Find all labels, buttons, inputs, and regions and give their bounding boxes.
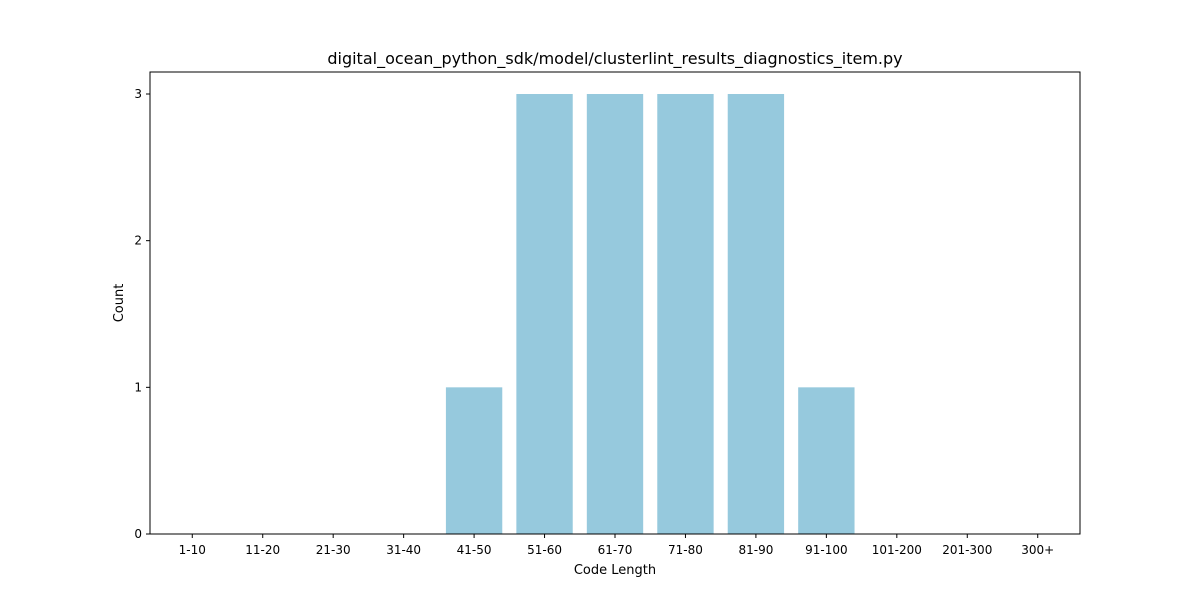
x-tick-label: 300+ xyxy=(1021,543,1054,557)
bar-81-90 xyxy=(727,94,785,534)
x-axis-ticks: 1-10 11-20 21-30 31-40 41-50 51-60 61-70 71-80 8… xyxy=(179,534,1054,557)
bar-41-50 xyxy=(445,387,503,534)
x-tick-label: 61-70 xyxy=(598,543,633,557)
x-tick-label: 41-50 xyxy=(457,543,492,557)
x-tick-label: 101-200 xyxy=(872,543,922,557)
x-tick-label: 11-20 xyxy=(245,543,280,557)
y-tick-label: 0 xyxy=(134,527,142,541)
bar-51-60 xyxy=(516,94,573,534)
y-axis-label: Count xyxy=(112,284,127,323)
y-tick-label: 2 xyxy=(134,234,142,248)
y-tick-label: 1 xyxy=(134,380,142,394)
bar-71-80 xyxy=(657,94,714,534)
x-axis-label: Code Length xyxy=(574,563,656,578)
x-tick-label: 81-90 xyxy=(738,543,773,557)
y-tick-label: 3 xyxy=(134,87,142,101)
x-tick-label: 21-30 xyxy=(316,543,351,557)
bar-61-70 xyxy=(586,94,644,534)
x-tick-label: 201-300 xyxy=(942,543,992,557)
x-tick-label: 31-40 xyxy=(386,543,421,557)
y-axis-ticks: 0 1 2 3 xyxy=(134,87,150,541)
x-tick-label: 91-100 xyxy=(805,543,848,557)
x-tick-label: 51-60 xyxy=(527,543,562,557)
bars-group xyxy=(445,94,855,534)
chart-title: digital_ocean_python_sdk/model/clusterli… xyxy=(327,49,902,69)
bar-91-100 xyxy=(798,387,855,534)
x-tick-label: 1-10 xyxy=(179,543,206,557)
x-tick-label: 71-80 xyxy=(668,543,703,557)
